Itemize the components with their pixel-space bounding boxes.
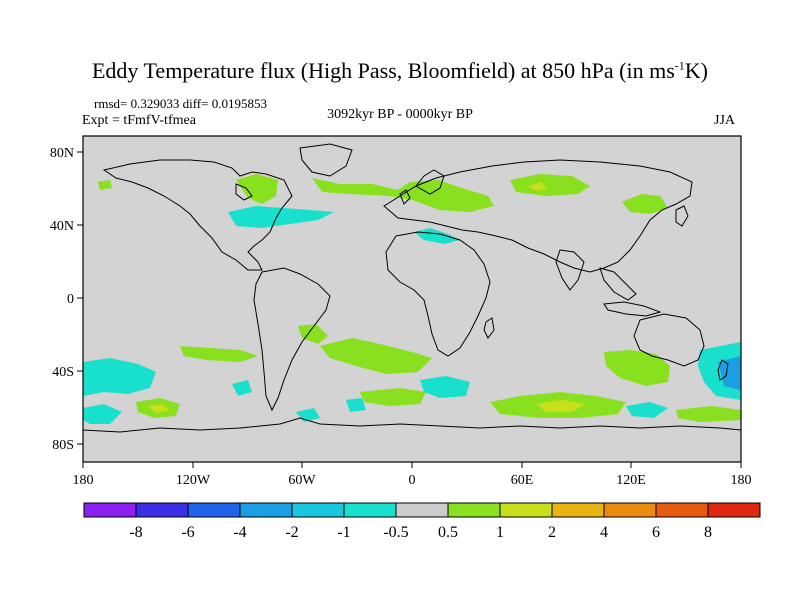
anomaly-region-south-atlantic	[320, 338, 432, 374]
anomaly-region-tasman-neg-core	[718, 356, 741, 390]
anomaly-region-nw-atlantic	[236, 174, 278, 204]
plot-title: Eddy Temperature flux (High Pass, Bloomf…	[0, 58, 800, 84]
colorbar-swatch	[551, 502, 605, 518]
anomaly-region-southern-ocean-neg-2	[420, 376, 470, 398]
coastlines	[83, 143, 741, 433]
rmsd-diff-label: rmsd= 0.329033 diff= 0.0195853	[94, 96, 267, 111]
lon-label-120e: 120E	[616, 473, 646, 488]
lon-label-0: 0	[409, 473, 416, 488]
period-label: 3092kyr BP - 0000kyr BP	[327, 107, 473, 122]
colorbar-swatch	[447, 502, 501, 518]
title-superscript: -1	[674, 58, 685, 73]
colorbar-swatch	[83, 502, 137, 518]
colorbar-swatch	[395, 502, 449, 518]
colorbar-label: 4	[600, 524, 608, 541]
anomaly-region-antarctic-pacific-neg	[83, 404, 122, 424]
title-end: K)	[684, 58, 708, 83]
anomaly-region-southern-ocean-far-east	[676, 406, 741, 422]
coastline-south-america	[253, 267, 331, 412]
anomaly-region-southern-pacific-west-core	[148, 404, 170, 413]
coastline-antarctica	[83, 417, 741, 433]
lat-label-40s: 40S	[52, 365, 74, 380]
anomaly-region-southern-ocean-neg-3	[626, 402, 668, 418]
lon-label-180e: 180	[731, 473, 752, 488]
coastline-greenland	[299, 143, 353, 177]
colorbar-label: 0.5	[438, 524, 458, 541]
longitude-axis: 180 120W 60W 0 60E 120E 180	[73, 462, 752, 488]
coastline-new-zealand	[717, 359, 729, 381]
lon-label-180w: 180	[73, 473, 94, 488]
colorbar-swatch	[135, 502, 189, 518]
coastline-hudson-bay	[235, 183, 253, 201]
coastline-europe-asia	[383, 159, 693, 273]
anomaly-region-antarctic-atlantic-neg	[346, 398, 366, 412]
anomaly-region-southern-ocean-central	[360, 388, 426, 406]
anomaly-region-south-america-offshore	[298, 324, 328, 344]
lat-label-40n: 40N	[50, 219, 74, 234]
colorbar: -8 -6 -4 -2 -1 -0.5 0.5 1 2 4 6 8	[83, 502, 761, 541]
anomaly-region-siberia	[510, 174, 590, 196]
anomaly-region-southern-ocean-neg-1	[232, 380, 252, 396]
colorbar-swatch	[343, 502, 397, 518]
lat-label-80s: 80S	[52, 438, 74, 453]
colorbar-swatch	[707, 502, 761, 518]
colorbar-swatch	[187, 502, 241, 518]
colorbar-label: -0.5	[383, 524, 408, 541]
anomaly-shading	[83, 174, 741, 424]
coastline-japan	[675, 205, 689, 227]
colorbar-label: 2	[548, 524, 556, 541]
colorbar-swatch	[603, 502, 657, 518]
coastline-africa	[385, 231, 491, 357]
colorbar-label: -1	[337, 524, 350, 541]
coastline-india	[555, 249, 585, 291]
lat-label-80n: 80N	[50, 146, 74, 161]
colorbar-swatch	[291, 502, 345, 518]
anomaly-region-north-atlantic	[312, 178, 494, 212]
anomaly-region-mediterranean-neg	[414, 228, 460, 244]
colorbar-swatch	[499, 502, 553, 518]
colorbar-label: 1	[496, 524, 504, 541]
lon-label-120w: 120W	[176, 473, 211, 488]
anomaly-region-arctic-pacific	[98, 180, 112, 190]
lon-label-60e: 60E	[511, 473, 534, 488]
experiment-label: Expt = tFmfV-tfmea	[82, 113, 196, 128]
anomaly-region-east-asia	[622, 194, 668, 214]
colorbar-swatch	[239, 502, 293, 518]
title-main: Eddy Temperature flux (High Pass, Bloomf…	[91, 58, 675, 83]
coastline-north-america	[102, 159, 293, 271]
anomaly-region-southwest-pacific-neg	[83, 358, 156, 396]
colorbar-label: 6	[652, 524, 660, 541]
coastline-scandinavia	[415, 169, 445, 195]
anomaly-region-south-pacific	[180, 346, 258, 362]
colorbar-label: -4	[233, 524, 246, 541]
colorbar-label: -2	[285, 524, 298, 541]
latitude-axis: 80N 40N 0 40S 80S	[50, 146, 83, 453]
colorbar-label: -8	[129, 524, 142, 541]
coastline-madagascar	[483, 317, 495, 339]
colorbar-label: -6	[181, 524, 194, 541]
anomaly-region-indian-ocean	[604, 350, 670, 386]
lon-label-60w: 60W	[288, 473, 316, 488]
coastline-southeast-asia	[599, 267, 637, 301]
coastline-uk	[399, 189, 411, 205]
coastline-indonesia	[603, 301, 662, 317]
lat-label-0: 0	[67, 292, 74, 307]
colorbar-swatch	[655, 502, 709, 518]
season-label: JJA	[714, 113, 736, 128]
colorbar-label: 8	[704, 524, 712, 541]
anomaly-region-siberia-core	[528, 182, 548, 191]
anomaly-region-southern-ocean-east-core	[536, 400, 586, 412]
anomaly-region-nw-pacific-neg	[228, 206, 334, 228]
coastline-australia	[633, 313, 705, 367]
